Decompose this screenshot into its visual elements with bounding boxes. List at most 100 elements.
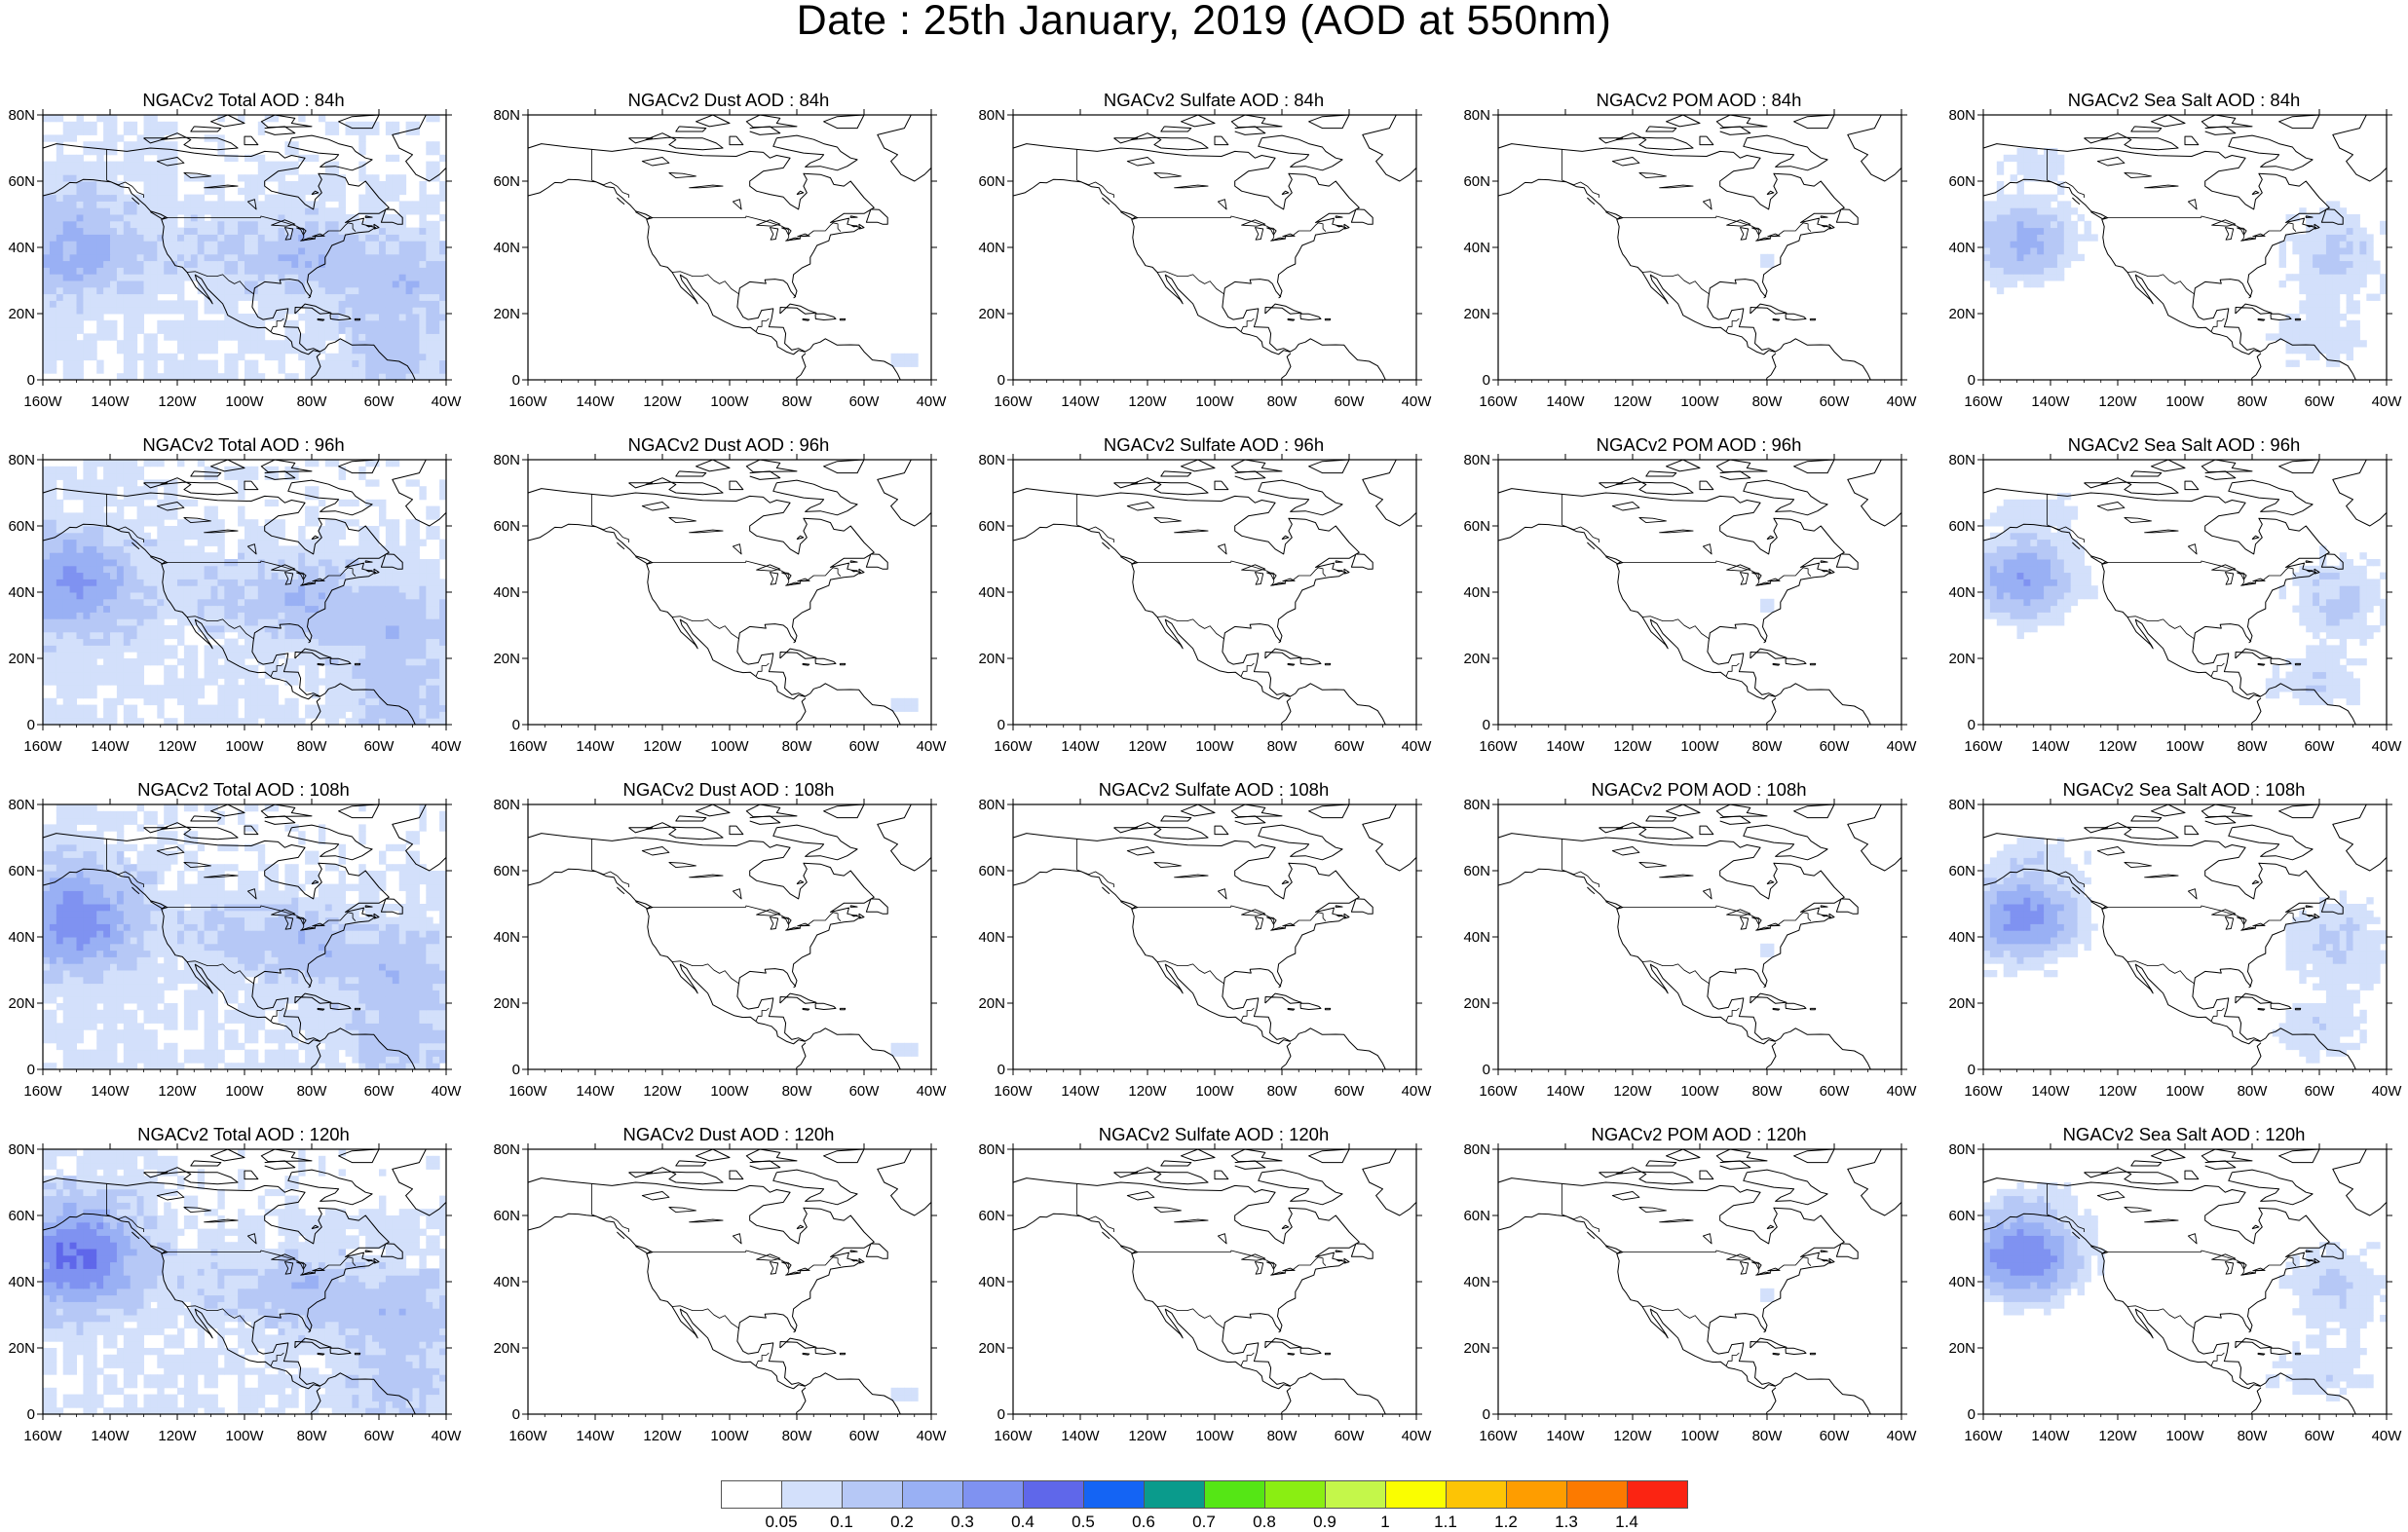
island-outline xyxy=(2185,136,2199,145)
island-outline xyxy=(1616,1168,1693,1184)
island-outline xyxy=(1667,804,1701,816)
lake-outline xyxy=(770,917,777,930)
lat-tick-label: 0 xyxy=(997,717,1005,733)
aod-shading xyxy=(1760,1289,1774,1302)
lake-outline xyxy=(1703,200,1712,209)
lon-tick-label: 40W xyxy=(917,393,948,410)
country-border xyxy=(672,272,739,294)
lon-tick-label: 80W xyxy=(1752,393,1784,410)
country-border xyxy=(756,663,770,677)
island-outline xyxy=(1131,1168,1208,1184)
lat-tick-label: 0 xyxy=(1968,1062,1975,1078)
lon-tick-label: 60W xyxy=(364,1428,395,1444)
panel-title: NGACv2 Sulfate AOD : 120h xyxy=(970,1124,1457,1145)
island-outline xyxy=(2131,816,2162,821)
island-outline xyxy=(1279,986,1281,988)
lat-tick-label: 20N xyxy=(978,651,1005,667)
lon-tick-label: 40W xyxy=(432,393,463,410)
island-outline xyxy=(2306,906,2313,908)
lon-tick-label: 100W xyxy=(1680,1083,1719,1100)
country-border xyxy=(2211,663,2225,677)
lon-tick-label: 60W xyxy=(2305,738,2336,755)
lat-tick-label: 20N xyxy=(8,306,35,322)
coastline xyxy=(801,1388,806,1409)
island-outline xyxy=(2258,1008,2265,1010)
lon-tick-label: 80W xyxy=(1752,1428,1784,1444)
coastline xyxy=(1482,179,1776,354)
island-outline xyxy=(629,483,653,488)
island-outline xyxy=(1764,641,1766,643)
lat-tick-label: 60N xyxy=(1463,1208,1490,1224)
colorbar-label: 1.1 xyxy=(1426,1513,1465,1532)
island-outline xyxy=(1215,1171,1228,1179)
island-outline xyxy=(2201,460,2252,472)
island-outline xyxy=(1325,318,1331,319)
island-outline xyxy=(2205,471,2236,480)
lon-tick-label: 140W xyxy=(2031,1083,2070,1100)
island-outline xyxy=(1767,880,1774,883)
island-outline xyxy=(1773,1008,1780,1010)
panel-title: NGACv2 Sea Salt AOD : 84h xyxy=(1940,90,2408,111)
island-outline xyxy=(1300,1348,1321,1354)
lon-tick-label: 120W xyxy=(158,1083,197,1100)
coastline xyxy=(511,524,806,699)
island-outline xyxy=(1231,460,1282,472)
lon-tick-label: 120W xyxy=(1128,1428,1167,1444)
panel-title: NGACv2 Sea Salt AOD : 108h xyxy=(1940,779,2408,801)
island-outline xyxy=(1848,1149,1901,1215)
island-outline xyxy=(780,304,816,314)
island-outline xyxy=(1161,816,1191,821)
lon-tick-label: 160W xyxy=(508,393,547,410)
island-outline xyxy=(2333,1149,2387,1215)
colorbar-swatch xyxy=(1325,1480,1386,1509)
lon-tick-label: 40W xyxy=(917,1428,948,1444)
island-outline xyxy=(2085,138,2108,143)
island-outline xyxy=(797,880,804,883)
island-outline xyxy=(2185,1171,2199,1179)
lon-tick-label: 160W xyxy=(994,738,1033,755)
island-outline xyxy=(1646,471,1676,476)
lon-tick-label: 80W xyxy=(297,1083,328,1100)
coastline xyxy=(997,179,1291,354)
lon-tick-label: 160W xyxy=(508,1428,547,1444)
lake-outline xyxy=(733,889,741,899)
lake-outline xyxy=(770,573,777,585)
island-outline xyxy=(1351,899,1373,914)
colorbar-swatch xyxy=(842,1480,903,1509)
island-outline xyxy=(850,906,857,908)
colorbar-label: 1.2 xyxy=(1486,1513,1525,1532)
island-outline xyxy=(1182,1149,1216,1161)
island-outline xyxy=(1351,1244,1373,1258)
island-outline xyxy=(365,1251,372,1252)
lat-tick-label: 0 xyxy=(1483,1062,1490,1078)
coastline xyxy=(986,144,1385,380)
panel-title: NGACv2 Total AOD : 120h xyxy=(0,1124,487,1145)
lat-tick-label: 40N xyxy=(8,1274,35,1290)
lon-tick-label: 140W xyxy=(1061,738,1100,755)
aod-shading xyxy=(43,1149,447,1415)
lake-outline xyxy=(2188,1234,2197,1244)
lat-tick-label: 0 xyxy=(27,1406,35,1423)
island-outline xyxy=(1829,914,1834,918)
island-outline xyxy=(824,460,864,473)
island-outline xyxy=(1363,460,1416,526)
island-outline xyxy=(1767,1225,1774,1228)
island-outline xyxy=(1288,318,1295,320)
lat-tick-label: 60N xyxy=(493,1208,520,1224)
lat-tick-label: 20N xyxy=(493,995,520,1012)
island-outline xyxy=(1836,554,1858,569)
island-outline xyxy=(2333,460,2387,526)
island-outline xyxy=(1716,804,1767,817)
lon-tick-label: 60W xyxy=(2305,1428,2336,1444)
island-outline xyxy=(815,314,836,319)
